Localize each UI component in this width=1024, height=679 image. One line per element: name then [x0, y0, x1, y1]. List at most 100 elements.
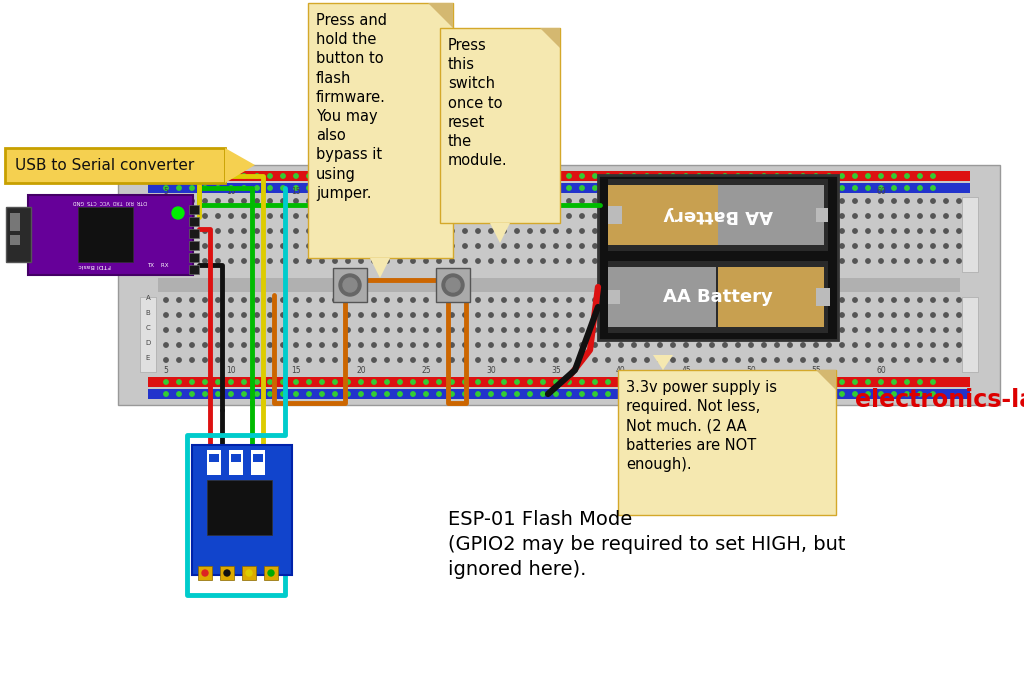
Text: 3.3v power supply is
required. Not less,
Not much. (2 AA
batteries are NOT
enoug: 3.3v power supply is required. Not less,…: [626, 380, 777, 472]
Circle shape: [164, 244, 168, 249]
Circle shape: [488, 343, 494, 347]
Circle shape: [801, 298, 805, 302]
Circle shape: [164, 174, 168, 178]
Circle shape: [515, 186, 519, 190]
Circle shape: [385, 214, 389, 218]
Circle shape: [268, 298, 272, 302]
Circle shape: [541, 358, 545, 362]
Circle shape: [463, 186, 467, 190]
Circle shape: [502, 328, 506, 332]
Circle shape: [918, 229, 923, 233]
Circle shape: [281, 343, 286, 347]
Circle shape: [580, 313, 585, 317]
Circle shape: [281, 186, 286, 190]
Circle shape: [567, 229, 571, 233]
Circle shape: [281, 358, 286, 362]
Circle shape: [814, 358, 818, 362]
Circle shape: [775, 343, 779, 347]
Circle shape: [228, 229, 233, 233]
Circle shape: [814, 244, 818, 249]
Circle shape: [294, 343, 298, 347]
Circle shape: [346, 343, 350, 347]
Circle shape: [801, 380, 805, 384]
Circle shape: [606, 214, 610, 218]
Circle shape: [853, 229, 857, 233]
Circle shape: [657, 244, 663, 249]
Circle shape: [228, 214, 233, 218]
Bar: [962, 297, 978, 372]
Circle shape: [554, 214, 558, 218]
Circle shape: [228, 174, 233, 178]
Circle shape: [294, 199, 298, 203]
Circle shape: [346, 186, 350, 190]
Circle shape: [931, 229, 935, 233]
Circle shape: [567, 259, 571, 263]
Circle shape: [632, 358, 636, 362]
Circle shape: [710, 298, 714, 302]
Circle shape: [554, 313, 558, 317]
Circle shape: [696, 174, 701, 178]
Circle shape: [787, 199, 793, 203]
Circle shape: [319, 392, 325, 397]
Circle shape: [944, 229, 948, 233]
Circle shape: [319, 244, 325, 249]
Circle shape: [710, 259, 714, 263]
Circle shape: [826, 214, 831, 218]
Circle shape: [775, 328, 779, 332]
Circle shape: [645, 380, 649, 384]
Circle shape: [450, 313, 455, 317]
Circle shape: [268, 392, 272, 397]
Circle shape: [736, 259, 740, 263]
Circle shape: [177, 214, 181, 218]
Circle shape: [918, 214, 923, 218]
Circle shape: [476, 214, 480, 218]
Circle shape: [814, 298, 818, 302]
Circle shape: [840, 186, 844, 190]
Circle shape: [527, 214, 532, 218]
Text: 25: 25: [421, 366, 431, 375]
Circle shape: [541, 343, 545, 347]
Circle shape: [463, 259, 467, 263]
Circle shape: [203, 244, 207, 249]
Circle shape: [202, 570, 208, 576]
Circle shape: [268, 214, 272, 218]
Bar: [198, 566, 212, 580]
Circle shape: [892, 343, 896, 347]
Circle shape: [411, 244, 415, 249]
Circle shape: [632, 174, 636, 178]
Circle shape: [385, 174, 389, 178]
Circle shape: [918, 259, 923, 263]
Circle shape: [397, 214, 402, 218]
Circle shape: [866, 214, 870, 218]
Circle shape: [775, 174, 779, 178]
Circle shape: [189, 298, 195, 302]
Circle shape: [853, 174, 857, 178]
Circle shape: [723, 313, 727, 317]
Circle shape: [931, 174, 935, 178]
Circle shape: [333, 174, 337, 178]
Circle shape: [515, 214, 519, 218]
Circle shape: [488, 244, 494, 249]
Circle shape: [956, 328, 962, 332]
Text: AA Battery: AA Battery: [664, 206, 773, 224]
Bar: [440, 28, 560, 223]
Circle shape: [956, 244, 962, 249]
Circle shape: [749, 174, 754, 178]
Circle shape: [645, 186, 649, 190]
Circle shape: [319, 298, 325, 302]
Circle shape: [892, 186, 896, 190]
Circle shape: [437, 229, 441, 233]
Circle shape: [450, 199, 455, 203]
Bar: [189, 229, 199, 238]
Circle shape: [879, 343, 883, 347]
Circle shape: [437, 328, 441, 332]
Circle shape: [527, 343, 532, 347]
Circle shape: [580, 214, 585, 218]
Circle shape: [424, 298, 428, 302]
Circle shape: [618, 229, 624, 233]
Text: Press
this
switch
once to
reset
the
module.: Press this switch once to reset the modu…: [449, 38, 508, 168]
Circle shape: [385, 380, 389, 384]
Circle shape: [255, 313, 259, 317]
Text: 45: 45: [681, 366, 691, 375]
Text: Press and
hold the
button to
flash
firmware.
You may
also
bypass it
using
jumper: Press and hold the button to flash firmw…: [316, 13, 387, 201]
